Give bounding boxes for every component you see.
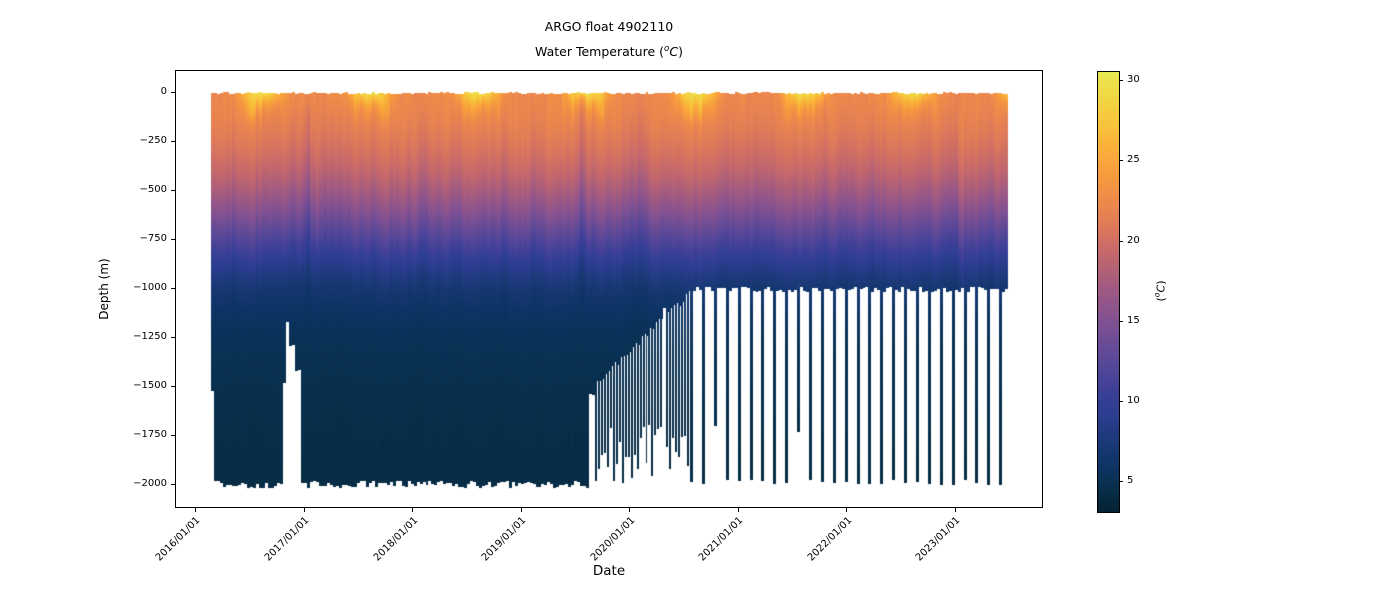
colorbar-tick-mark [1119,240,1123,242]
y-tick-label: −2000 [133,478,167,490]
degree-superscript: o [1152,292,1162,298]
y-tick-mark [171,189,175,191]
x-tick-label: 2020/01/01 [588,515,638,564]
x-tick-label: 2017/01/01 [262,515,312,564]
y-tick-label: −250 [139,134,167,146]
y-tick-label: −1000 [133,282,167,294]
colorbar-tick-mark [1119,160,1123,162]
x-tick-label: 2018/01/01 [371,515,420,564]
y-tick-label: −1500 [133,380,167,392]
x-tick-mark [629,508,631,512]
colorbar-tick-label: 25 [1127,154,1140,166]
colorbar-label: (oC) [1152,280,1168,302]
y-tick-mark [171,238,175,240]
y-tick-label: −1750 [133,429,167,441]
x-tick-mark [737,508,739,512]
x-tick-mark [303,508,305,512]
plot-title: ARGO float 4902110 Water Temperature (oC… [535,16,683,63]
y-axis-label: Depth (m) [97,258,111,320]
y-tick-mark [171,140,175,142]
y-tick-label: −1250 [133,331,167,343]
colorbar-gradient [1098,72,1119,512]
y-tick-mark [171,91,175,93]
colorbar-tick-mark [1119,320,1123,322]
x-tick-mark [412,508,414,512]
colorbar-tick-mark [1119,401,1123,403]
colorbar-tick-label: 20 [1127,234,1140,246]
colorbar-tick-label: 15 [1127,314,1140,326]
y-tick-mark [171,435,175,437]
y-tick-mark [171,484,175,486]
y-tick-mark [171,337,175,339]
colorbar-tick-label: 10 [1127,395,1140,407]
colorbar-tick-label: 30 [1127,74,1140,86]
colorbar-tick-label: 5 [1127,475,1134,487]
x-tick-label: 2023/01/01 [914,515,963,564]
x-tick-mark [846,508,848,512]
x-axis-label: Date [592,563,626,579]
x-tick-label: 2021/01/01 [697,515,746,564]
y-tick-mark [171,288,175,290]
x-tick-mark [194,508,196,512]
x-tick-mark [955,508,957,512]
title-line-2: Water Temperature (oC) [535,44,683,60]
colorbar [1097,71,1120,513]
y-tick-label: −750 [139,232,167,244]
x-tick-mark [520,508,522,512]
colorbar-tick-mark [1119,481,1123,483]
x-tick-label: 2022/01/01 [805,515,855,564]
y-tick-mark [171,386,175,388]
colorbar-tick-mark [1119,80,1123,82]
temperature-depth-heatmap [175,70,1043,508]
x-tick-label: 2016/01/01 [154,515,203,564]
x-tick-label: 2019/01/01 [479,515,529,564]
title-line-1: ARGO float 4902110 [544,19,674,34]
degree-superscript: o [663,44,670,54]
y-tick-label: 0 [160,85,167,97]
y-tick-label: −500 [139,183,167,195]
